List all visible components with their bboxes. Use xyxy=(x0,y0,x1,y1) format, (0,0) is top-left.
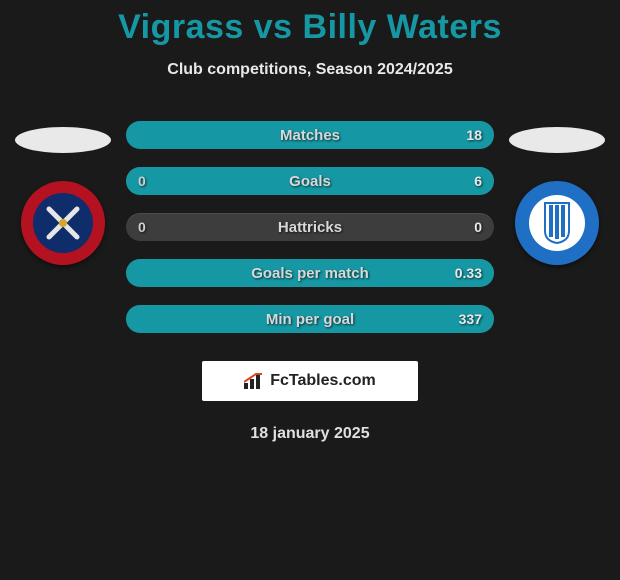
stat-label: Hattricks xyxy=(278,219,342,236)
subtitle: Club competitions, Season 2024/2025 xyxy=(0,61,620,79)
source-logo: FcTables.com xyxy=(202,361,418,401)
page-title: Vigrass vs Billy Waters xyxy=(0,8,620,47)
main-row: Matches 18 0 Goals 6 0 Hattricks 0 Goals… xyxy=(0,121,620,333)
comparison-card: Vigrass vs Billy Waters Club competition… xyxy=(0,0,620,443)
stat-right-value: 6 xyxy=(474,173,482,189)
stat-label: Min per goal xyxy=(266,311,354,328)
bar-chart-icon xyxy=(244,373,264,389)
stat-left-value: 0 xyxy=(138,219,146,235)
stat-label: Matches xyxy=(280,127,340,144)
right-player-col xyxy=(502,121,612,265)
right-club-crest xyxy=(515,181,599,265)
stat-label: Goals per match xyxy=(251,265,369,282)
stat-row-mpg: Min per goal 337 xyxy=(126,305,494,333)
right-player-avatar xyxy=(509,127,605,153)
stat-right-value: 0.33 xyxy=(455,265,482,281)
stat-row-gpm: Goals per match 0.33 xyxy=(126,259,494,287)
stat-label: Goals xyxy=(289,173,331,190)
stat-right-value: 337 xyxy=(459,311,482,327)
date-label: 18 january 2025 xyxy=(0,425,620,443)
left-club-crest xyxy=(21,181,105,265)
stats-list: Matches 18 0 Goals 6 0 Hattricks 0 Goals… xyxy=(118,121,502,333)
logo-label: FcTables.com xyxy=(270,372,376,390)
stat-row-matches: Matches 18 xyxy=(126,121,494,149)
stat-row-hattricks: 0 Hattricks 0 xyxy=(126,213,494,241)
left-player-avatar xyxy=(15,127,111,153)
stat-row-goals: 0 Goals 6 xyxy=(126,167,494,195)
stat-left-value: 0 xyxy=(138,173,146,189)
stat-right-value: 0 xyxy=(474,219,482,235)
stat-right-value: 18 xyxy=(466,127,482,143)
source-logo-text: FcTables.com xyxy=(244,372,376,390)
left-player-col xyxy=(8,121,118,265)
